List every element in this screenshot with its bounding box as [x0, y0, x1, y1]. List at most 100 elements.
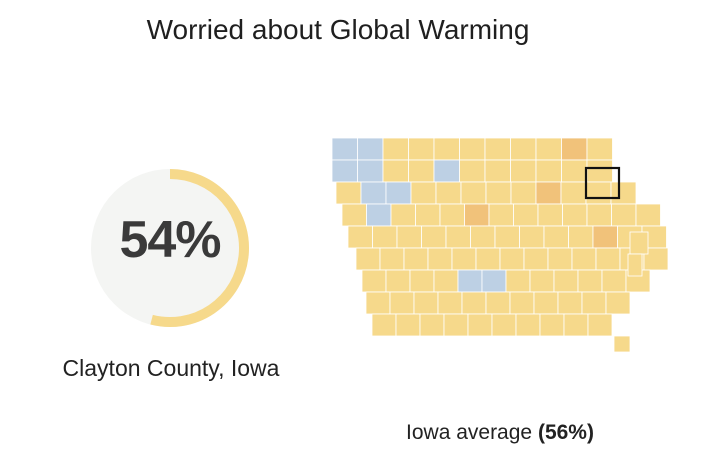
- county[interactable]: [587, 313, 613, 337]
- county[interactable]: [560, 181, 587, 205]
- county[interactable]: [543, 225, 569, 249]
- county[interactable]: [553, 269, 579, 293]
- county[interactable]: [539, 313, 565, 337]
- county[interactable]: [613, 335, 631, 353]
- county[interactable]: [331, 137, 358, 161]
- county[interactable]: [457, 269, 483, 293]
- county[interactable]: [561, 159, 588, 183]
- county[interactable]: [460, 181, 487, 205]
- county[interactable]: [357, 137, 384, 161]
- county[interactable]: [408, 159, 435, 183]
- county[interactable]: [360, 181, 387, 205]
- county[interactable]: [396, 225, 422, 249]
- county[interactable]: [433, 159, 460, 183]
- iowa-county-map[interactable]: [328, 136, 668, 358]
- county[interactable]: [537, 203, 563, 227]
- county[interactable]: [605, 291, 631, 315]
- county[interactable]: [419, 313, 445, 337]
- county[interactable]: [535, 159, 562, 183]
- county[interactable]: [390, 203, 416, 227]
- county[interactable]: [433, 269, 459, 293]
- county[interactable]: [409, 269, 435, 293]
- county[interactable]: [629, 231, 649, 255]
- county[interactable]: [499, 247, 525, 271]
- county[interactable]: [509, 291, 535, 315]
- county[interactable]: [421, 225, 447, 249]
- county[interactable]: [515, 313, 541, 337]
- county[interactable]: [586, 203, 612, 227]
- county[interactable]: [485, 181, 512, 205]
- county[interactable]: [385, 181, 412, 205]
- county[interactable]: [335, 181, 362, 205]
- county[interactable]: [535, 181, 562, 205]
- county[interactable]: [395, 313, 421, 337]
- county[interactable]: [547, 247, 573, 271]
- county[interactable]: [365, 291, 391, 315]
- county[interactable]: [577, 269, 603, 293]
- county[interactable]: [592, 225, 618, 249]
- county[interactable]: [586, 159, 613, 183]
- county[interactable]: [494, 225, 520, 249]
- county[interactable]: [481, 269, 507, 293]
- county[interactable]: [408, 137, 435, 161]
- county[interactable]: [451, 247, 477, 271]
- county[interactable]: [563, 313, 589, 337]
- county[interactable]: [581, 291, 607, 315]
- county[interactable]: [484, 137, 511, 161]
- county[interactable]: [529, 269, 555, 293]
- county-grid[interactable]: [331, 137, 668, 353]
- county[interactable]: [439, 203, 465, 227]
- county[interactable]: [403, 247, 429, 271]
- county[interactable]: [488, 203, 514, 227]
- county[interactable]: [611, 203, 637, 227]
- county[interactable]: [510, 137, 537, 161]
- county[interactable]: [470, 225, 496, 249]
- county[interactable]: [557, 291, 583, 315]
- county[interactable]: [467, 313, 493, 337]
- county[interactable]: [435, 181, 462, 205]
- county[interactable]: [635, 203, 661, 227]
- county[interactable]: [533, 291, 559, 315]
- county[interactable]: [413, 291, 439, 315]
- county[interactable]: [331, 159, 358, 183]
- county[interactable]: [461, 291, 487, 315]
- county[interactable]: [627, 253, 643, 277]
- county[interactable]: [410, 181, 437, 205]
- county[interactable]: [357, 159, 384, 183]
- county[interactable]: [519, 225, 545, 249]
- county[interactable]: [510, 181, 537, 205]
- county[interactable]: [535, 137, 562, 161]
- county[interactable]: [347, 225, 373, 249]
- county[interactable]: [484, 159, 511, 183]
- county[interactable]: [445, 225, 471, 249]
- county[interactable]: [379, 247, 405, 271]
- county[interactable]: [601, 269, 627, 293]
- county[interactable]: [372, 225, 398, 249]
- county[interactable]: [355, 247, 381, 271]
- county[interactable]: [475, 247, 501, 271]
- selected-county-outline[interactable]: [584, 166, 621, 200]
- county[interactable]: [389, 291, 415, 315]
- county[interactable]: [510, 159, 537, 183]
- county[interactable]: [371, 313, 397, 337]
- county[interactable]: [366, 203, 392, 227]
- county[interactable]: [433, 137, 460, 161]
- county[interactable]: [427, 247, 453, 271]
- county[interactable]: [643, 247, 668, 271]
- county[interactable]: [361, 269, 387, 293]
- county[interactable]: [595, 247, 621, 271]
- county[interactable]: [571, 247, 597, 271]
- county[interactable]: [382, 137, 409, 161]
- county[interactable]: [415, 203, 441, 227]
- county[interactable]: [443, 313, 469, 337]
- county[interactable]: [491, 313, 517, 337]
- county[interactable]: [505, 269, 531, 293]
- county[interactable]: [586, 137, 613, 161]
- county[interactable]: [459, 137, 486, 161]
- county[interactable]: [523, 247, 549, 271]
- county[interactable]: [485, 291, 511, 315]
- county[interactable]: [513, 203, 539, 227]
- county[interactable]: [561, 137, 588, 161]
- county[interactable]: [585, 181, 612, 205]
- county[interactable]: [459, 159, 486, 183]
